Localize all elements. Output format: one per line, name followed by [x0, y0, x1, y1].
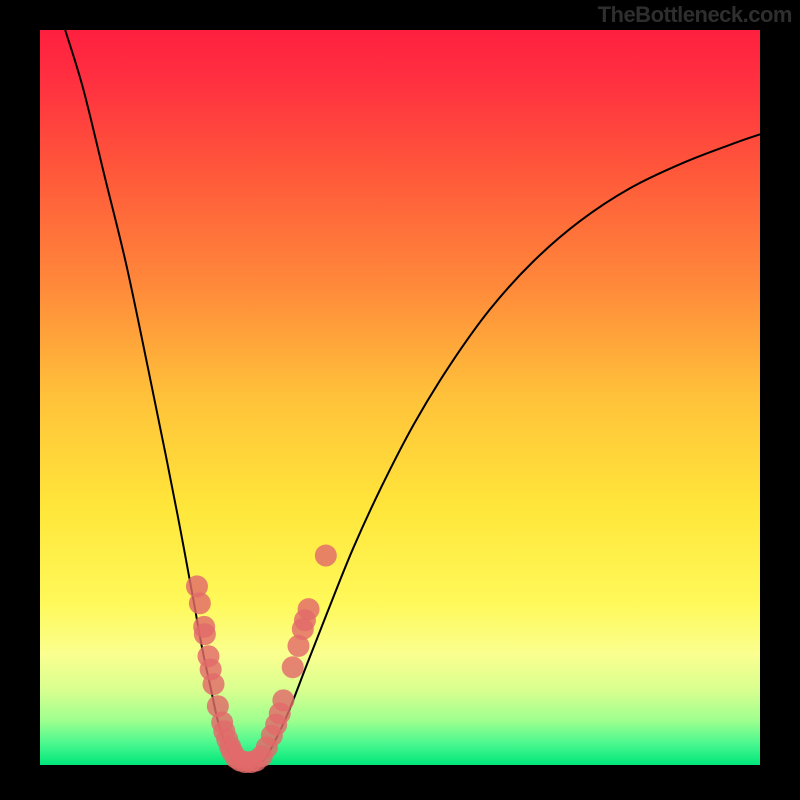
chart-container: TheBottleneck.com — [0, 0, 800, 800]
scatter-point — [315, 545, 337, 567]
scatter-point — [189, 592, 211, 614]
scatter-point — [272, 689, 294, 711]
scatter-point — [203, 673, 225, 695]
scatter-point — [298, 598, 320, 620]
scatter-point — [194, 623, 216, 645]
watermark-text: TheBottleneck.com — [598, 2, 792, 28]
bottleneck-chart — [0, 0, 800, 800]
plot-background — [40, 30, 760, 765]
scatter-point — [282, 656, 304, 678]
